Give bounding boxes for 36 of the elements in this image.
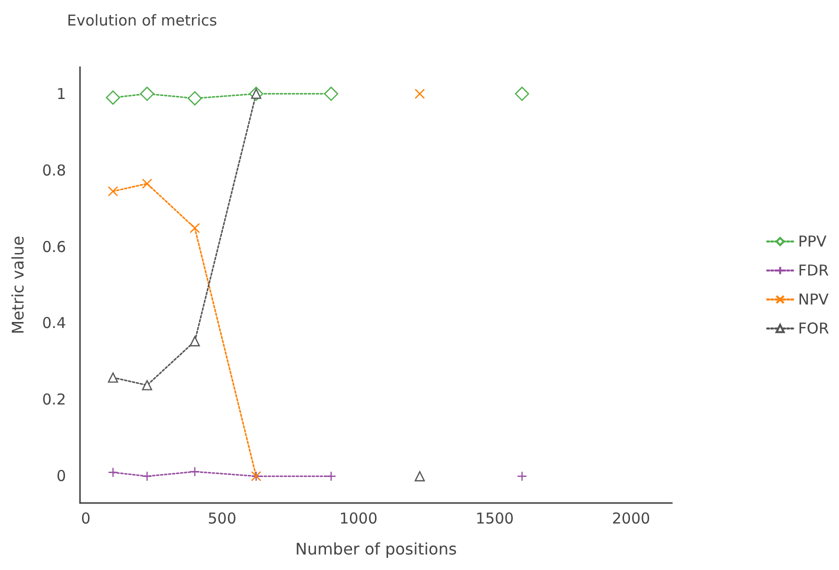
y-tick-label: 0.6 [42,238,66,256]
point [108,186,118,196]
y-tick-label: 0.2 [42,390,66,409]
point [108,467,118,478]
legend-label: FOR [798,320,830,338]
y-axis-title: Metric value [8,236,28,334]
point [188,91,202,106]
point [142,178,152,189]
point [140,86,154,101]
x-tick-label: 1000 [339,510,378,528]
y-tick-label: 0.8 [42,161,66,180]
point [414,471,425,482]
point [190,336,200,346]
point [108,372,118,383]
x-tick-label: 1500 [476,510,514,528]
x-tick-label: 500 [208,510,236,528]
chart-title: Evolution of metrics [67,12,218,30]
point [324,86,338,101]
point [516,471,528,482]
point [142,471,152,482]
point [190,466,200,477]
point [326,471,336,482]
point [414,88,425,99]
x-axis-title: Number of positions [295,540,457,558]
y-tick-label: 0 [56,467,66,486]
point [514,86,530,101]
point [142,380,152,390]
y-tick-label: 1 [56,84,66,103]
y-tick-label: 0.4 [42,314,66,332]
legend-label: NPV [798,290,830,308]
point [106,90,120,105]
x-tick-label: 2000 [612,510,650,528]
x-tick-label: 0 [80,510,90,528]
legend-label: PPV [798,232,828,250]
legend-label: FDR [798,262,829,280]
point [190,222,200,234]
